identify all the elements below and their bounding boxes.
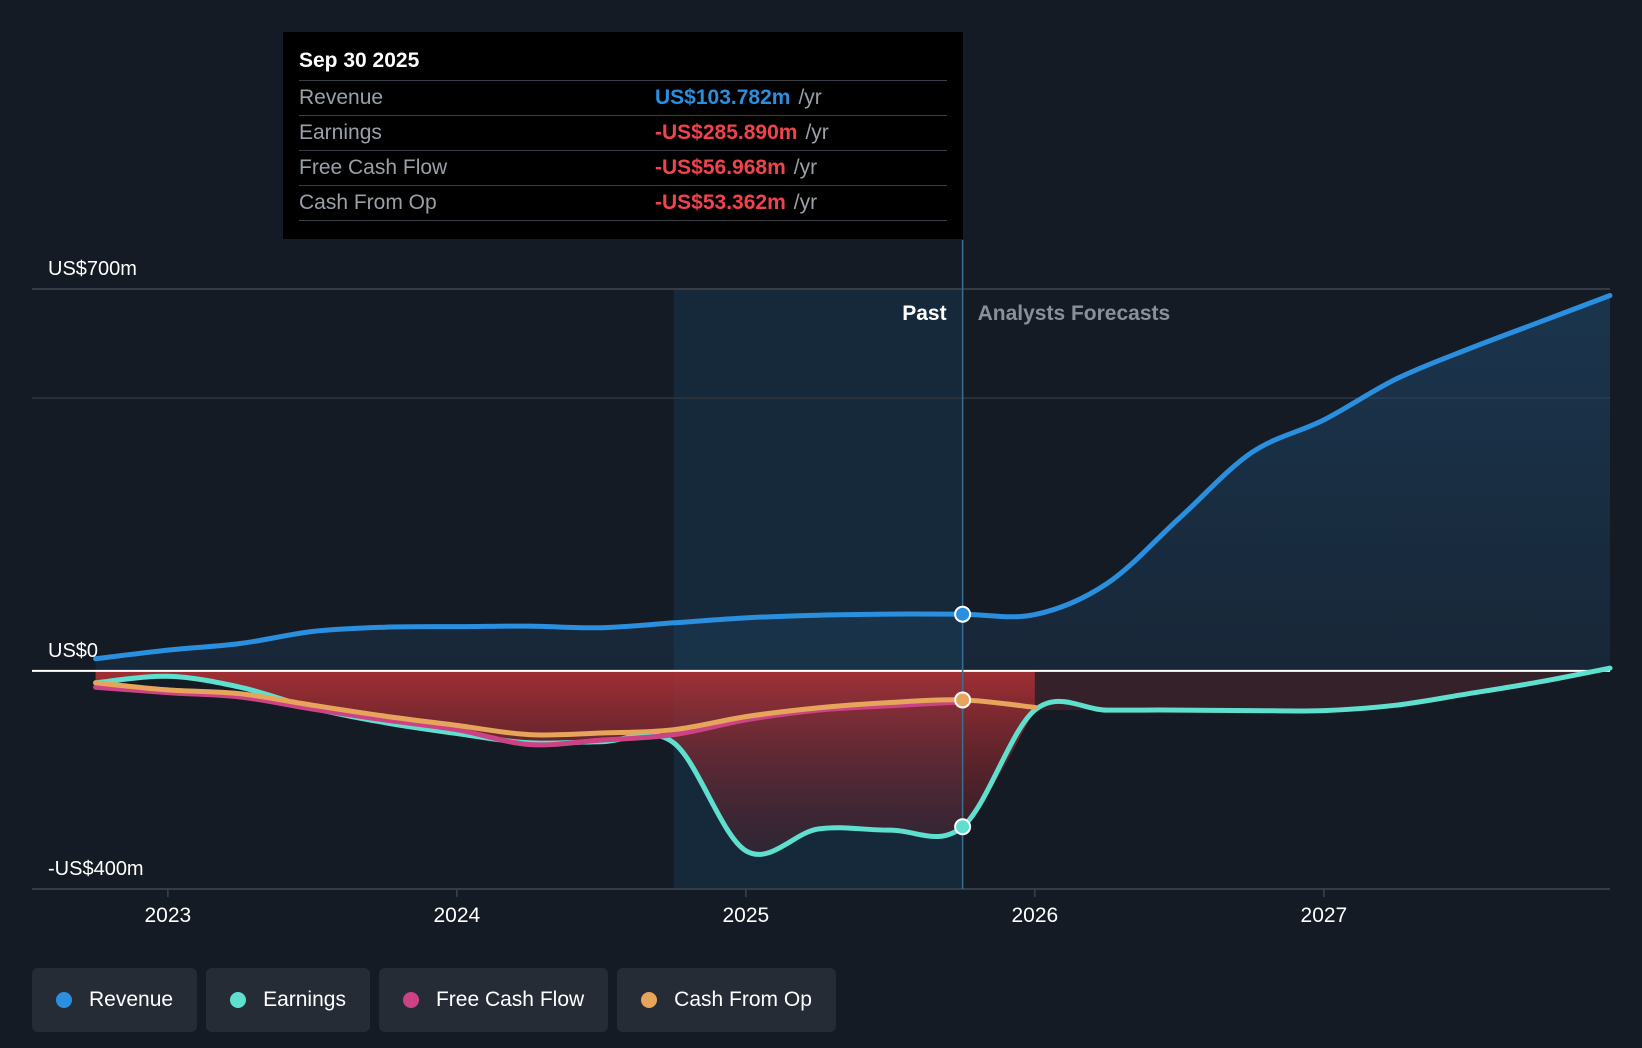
revenue-area (95, 295, 1611, 671)
y-tick-label: US$700m (48, 258, 137, 280)
tooltip-label: Revenue (299, 86, 384, 109)
earnings-marker (954, 818, 972, 836)
earnings-dot-icon (230, 992, 247, 1008)
y-tick-label: -US$400m (48, 858, 144, 880)
earnings-forecast-area (1034, 668, 1610, 712)
revenue-line (93, 293, 1613, 662)
revenue-marker (954, 605, 972, 623)
x-tick-label: 2027 (1301, 904, 1348, 927)
legend-item-free-cash-flow[interactable]: Free Cash Flow (378, 968, 609, 1032)
tooltip-row-revenue: Revenue US$103.782m /yr (299, 80, 947, 115)
x-tick-label: 2026 (1012, 904, 1059, 927)
y-tick-label: US$0 (48, 640, 98, 662)
tooltip-row-cash-from-op: Cash From Op -US$53.362m /yr (299, 185, 947, 221)
tooltip-unit: /yr (793, 191, 818, 214)
legend-item-revenue[interactable]: Revenue (32, 968, 198, 1032)
tooltip-label: Cash From Op (299, 191, 437, 214)
legend: Revenue Earnings Free Cash Flow Cash Fro… (32, 968, 836, 1032)
x-tick-label: 2024 (433, 904, 480, 927)
tooltip-value: -US$56.968m (655, 156, 786, 179)
tooltip: Sep 30 2025 Revenue US$103.782m /yr Earn… (283, 32, 963, 239)
tooltip-label: Free Cash Flow (299, 156, 448, 179)
earnings-negative-area (95, 670, 1035, 855)
free-cash-flow-dot-icon (402, 992, 419, 1008)
tooltip-value: -US$53.362m (655, 191, 786, 214)
cfo-line (93, 680, 1038, 738)
x-tick-label: 2025 (722, 904, 769, 927)
tooltip-row-earnings: Earnings -US$285.890m /yr (299, 115, 947, 150)
cash-from-op-dot-icon (641, 992, 658, 1008)
revenue-dot-icon (56, 992, 72, 1008)
tooltip-row-free-cash-flow: Free Cash Flow -US$56.968m /yr (299, 150, 947, 185)
tooltip-value: -US$285.890m (655, 121, 798, 144)
tooltip-date: Sep 30 2025 (299, 49, 420, 72)
legend-label: Revenue (89, 988, 174, 1011)
legend-item-cash-from-op[interactable]: Cash From Op (617, 968, 836, 1032)
tooltip-unit: /yr (798, 86, 822, 109)
legend-label: Earnings (263, 988, 346, 1011)
tooltip-label: Earnings (299, 121, 382, 144)
cfo-marker (954, 691, 972, 709)
tooltip-unit: /yr (805, 121, 829, 144)
forecast-label: Analysts Forecasts (978, 302, 1171, 325)
past-label: Past (902, 302, 946, 325)
tooltip-unit: /yr (793, 156, 818, 179)
legend-label: Cash From Op (674, 988, 812, 1011)
legend-label: Free Cash Flow (435, 988, 585, 1011)
x-tick-label: 2023 (144, 904, 191, 927)
tooltip-value: US$103.782m (655, 86, 791, 109)
legend-item-earnings[interactable]: Earnings (206, 968, 370, 1032)
